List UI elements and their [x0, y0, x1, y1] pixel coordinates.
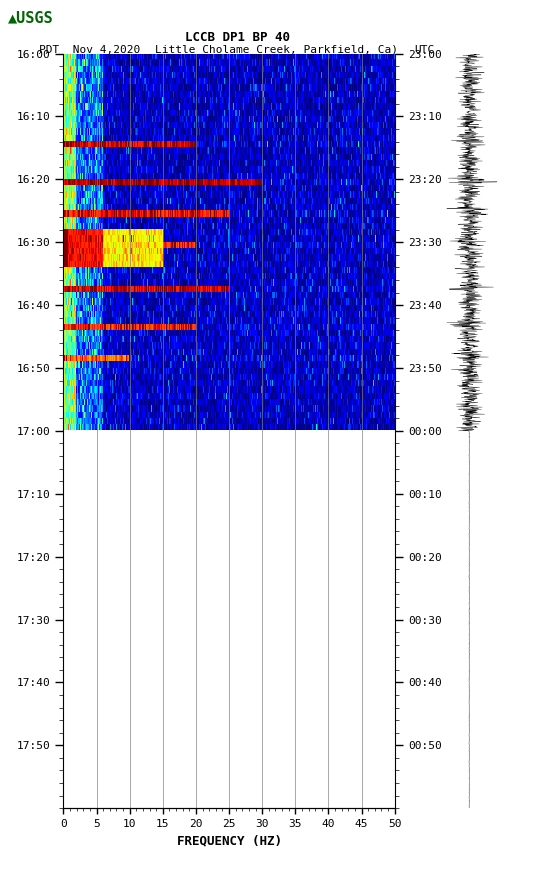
Text: LCCB DP1 BP 40: LCCB DP1 BP 40	[185, 31, 290, 45]
Text: UTC: UTC	[414, 45, 434, 54]
X-axis label: FREQUENCY (HZ): FREQUENCY (HZ)	[177, 834, 282, 847]
Text: ▲USGS: ▲USGS	[8, 11, 54, 26]
Text: PDT  Nov 4,2020: PDT Nov 4,2020	[39, 45, 140, 54]
Text: Little Cholame Creek, Parkfield, Ca): Little Cholame Creek, Parkfield, Ca)	[155, 45, 397, 54]
